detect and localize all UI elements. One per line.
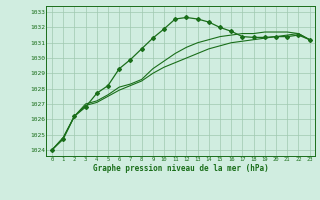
X-axis label: Graphe pression niveau de la mer (hPa): Graphe pression niveau de la mer (hPa)	[93, 164, 269, 173]
